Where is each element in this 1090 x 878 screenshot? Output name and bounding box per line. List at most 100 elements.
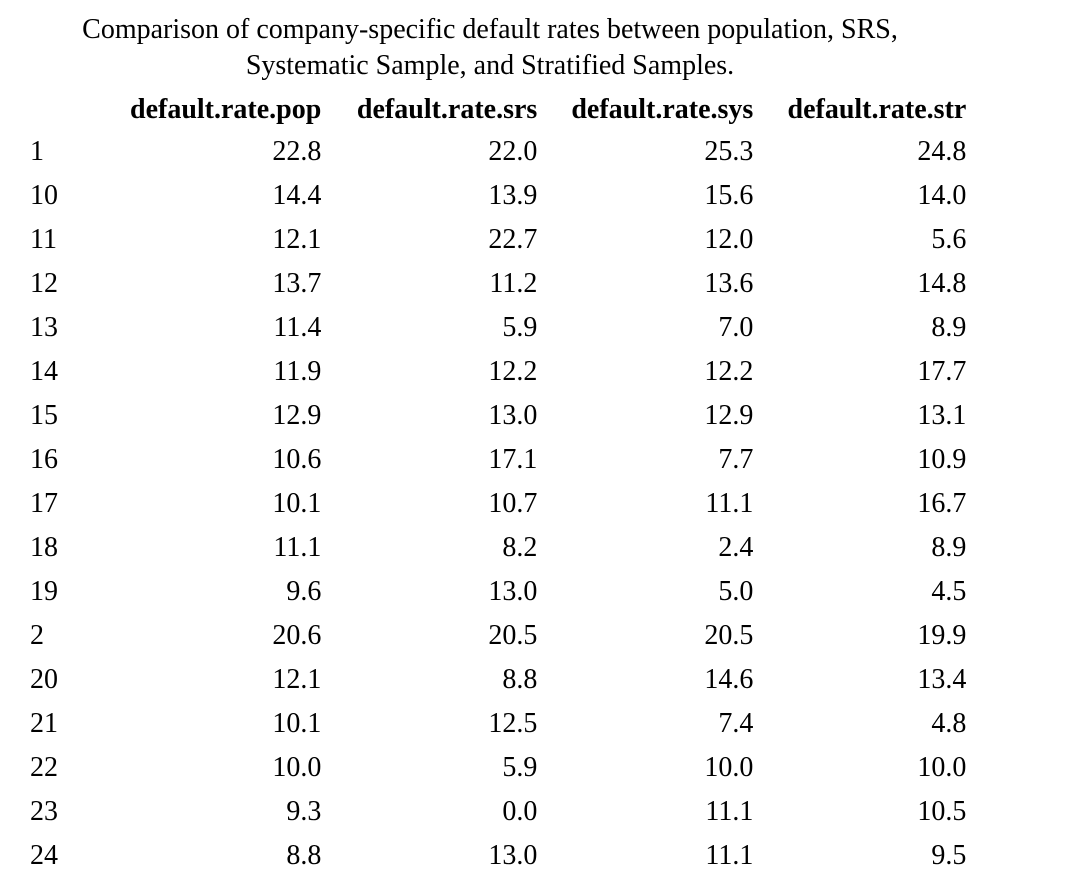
row-label: 17 [30,488,58,519]
table-cell: 7.0 [718,312,754,343]
row-label: 23 [30,796,58,827]
table-cell: 4.8 [931,708,967,739]
table-row: 15 12.9 13.0 12.9 13.1 [30,394,966,438]
table-row: 16 10.6 17.1 7.7 10.9 [30,438,966,482]
table-row: 12 13.7 11.2 13.6 14.8 [30,262,966,306]
table-cell: 8.2 [502,532,538,563]
column-header: default.rate.str [787,94,967,125]
table-row: 1 22.8 22.0 25.3 24.8 [30,130,966,174]
table-row: 23 9.3 0.0 11.1 10.5 [30,790,966,834]
table-row: 11 12.1 22.7 12.0 5.6 [30,218,966,262]
caption-line-2: Systematic Sample, and Stratified Sample… [245,50,735,81]
table-cell: 4.5 [931,576,967,607]
table-cell: 9.5 [931,840,967,871]
table-cell: 14.0 [917,180,967,211]
table-cell: 11.9 [273,356,322,387]
row-label: 12 [30,268,58,299]
row-label: 24 [30,840,58,871]
table-cell: 5.9 [502,752,538,783]
table-cell: 13.0 [488,576,538,607]
row-label: 16 [30,444,58,475]
table-cell: 9.6 [286,576,322,607]
table-row: 13 11.4 5.9 7.0 8.9 [30,306,966,350]
table-cell: 7.7 [718,444,754,475]
row-label: 10 [30,180,58,211]
row-label: 21 [30,708,58,739]
table-cell: 12.1 [272,664,322,695]
table-cell: 24.8 [917,136,967,167]
table-cell: 10.0 [272,752,322,783]
table-cell: 7.4 [718,708,754,739]
table-cell: 13.7 [272,268,322,299]
table-cell: 13.0 [488,840,538,871]
table-cell: 11.2 [489,268,538,299]
table-cell: 10.0 [917,752,967,783]
row-label: 19 [30,576,58,607]
header-row: default.rate.pop default.rate.srs default.… [30,90,966,130]
table-cell: 20.5 [488,620,538,651]
table-cell: 12.9 [272,400,322,431]
table-cell: 14.8 [917,268,967,299]
table-row: 19 9.6 13.0 5.0 4.5 [30,570,966,614]
table-cell: 17.1 [488,444,538,475]
table-cell: 12.5 [488,708,538,739]
default-rates-table: default.rate.pop default.rate.srs default.… [30,90,966,878]
column-header: default.rate.sys [571,94,754,125]
table-cell: 5.0 [718,576,754,607]
table-cell: 20.5 [704,620,754,651]
table-row: 24 8.8 13.0 11.1 9.5 [30,834,966,878]
table-cell: 0.0 [502,796,538,827]
caption-line-1: Comparison of company-specific default r… [82,14,898,45]
table-row: 14 11.9 12.2 12.2 17.7 [30,350,966,394]
table-cell: 9.3 [286,796,322,827]
table-cell: 13.1 [917,400,967,431]
table-row: 2 20.6 20.5 20.5 19.9 [30,614,966,658]
table-row: 17 10.1 10.7 11.1 16.7 [30,482,966,526]
table-cell: 12.1 [272,224,322,255]
table-cell: 22.7 [488,224,538,255]
table-cell: 25.3 [704,136,754,167]
table-caption: Comparison of company-specific default r… [0,12,980,84]
table-cell: 14.4 [272,180,322,211]
table-cell: 11.1 [273,532,322,563]
table-cell: 16.7 [917,488,967,519]
table-row: 10 14.4 13.9 15.6 14.0 [30,174,966,218]
table-cell: 10.6 [272,444,322,475]
table-cell: 12.2 [488,356,538,387]
column-header: default.rate.srs [356,94,538,125]
table-cell: 14.6 [704,664,754,695]
table-cell: 8.8 [502,664,538,695]
table-cell: 11.1 [705,840,754,871]
table-cell: 2.4 [718,532,754,563]
table-row: 20 12.1 8.8 14.6 13.4 [30,658,966,702]
row-label: 22 [30,752,58,783]
row-label: 18 [30,532,58,563]
table-cell: 10.1 [272,488,322,519]
table-cell: 15.6 [704,180,754,211]
table-row: 18 11.1 8.2 2.4 8.9 [30,526,966,570]
table-cell: 19.9 [917,620,967,651]
table-cell: 13.4 [917,664,967,695]
table-body: 1 22.8 22.0 25.3 24.8 10 14.4 13.9 15.6 14.0 11 12.… [30,130,966,878]
table-cell: 10.1 [272,708,322,739]
table-cell: 12.2 [704,356,754,387]
row-label: 20 [30,664,58,695]
table-cell: 11.4 [273,312,322,343]
table-row: 22 10.0 5.9 10.0 10.0 [30,746,966,790]
row-label: 2 [30,620,44,651]
row-label: 1 [30,136,44,167]
table-cell: 13.0 [488,400,538,431]
table-cell: 10.5 [917,796,967,827]
table-cell: 13.6 [704,268,754,299]
row-label: 14 [30,356,58,387]
table-cell: 8.9 [931,532,967,563]
row-label: 11 [30,224,57,255]
table-cell: 11.1 [705,796,754,827]
table-cell: 20.6 [272,620,322,651]
table-cell: 5.9 [502,312,538,343]
table-row: 21 10.1 12.5 7.4 4.8 [30,702,966,746]
table-cell: 11.1 [705,488,754,519]
table-cell: 13.9 [488,180,538,211]
table-cell: 22.8 [272,136,322,167]
table-cell: 22.0 [488,136,538,167]
